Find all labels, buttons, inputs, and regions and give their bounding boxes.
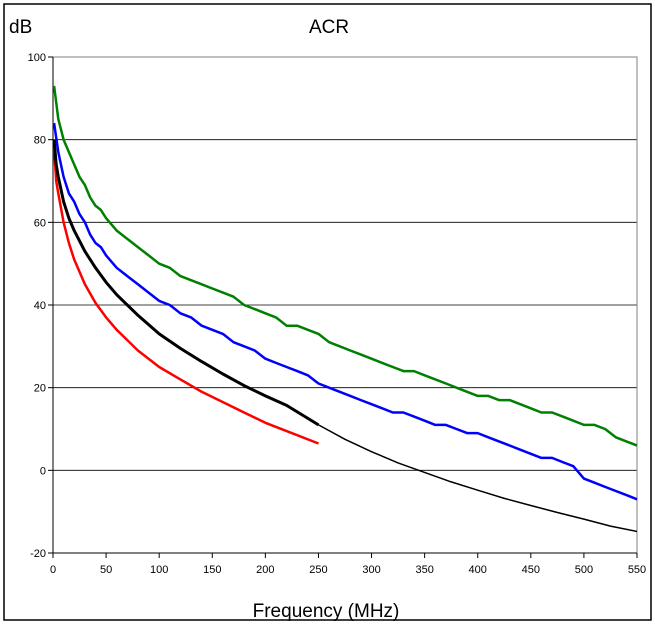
- x-tick-label: 500: [575, 564, 593, 576]
- y-tick-label: 60: [34, 217, 46, 229]
- y-axis-title: dB: [9, 17, 32, 38]
- x-tick-label: 250: [309, 564, 327, 576]
- y-tick-label: 40: [34, 300, 46, 312]
- y-tick-label: 100: [28, 52, 46, 64]
- x-tick-label: 0: [50, 564, 56, 576]
- x-tick-label: 50: [100, 564, 112, 576]
- chart-title: ACR: [309, 17, 349, 38]
- blue-series-line: [52, 122, 638, 501]
- y-tick-label: 80: [34, 135, 46, 147]
- x-tick-label: 450: [522, 564, 540, 576]
- x-tick-label: 200: [256, 564, 274, 576]
- x-axis-title: Frequency (MHz): [253, 601, 400, 622]
- red-series-line: [52, 147, 319, 445]
- y-tick-label: 20: [34, 383, 46, 395]
- x-tick-label: 100: [150, 564, 168, 576]
- x-tick-label: 150: [203, 564, 221, 576]
- y-tick-label: 0: [40, 465, 46, 477]
- green-series-line: [52, 85, 638, 447]
- x-tick-label: 550: [628, 564, 646, 576]
- x-tick-label: 350: [415, 564, 433, 576]
- y-tick-label: -20: [30, 548, 46, 560]
- x-tick-label: 300: [362, 564, 380, 576]
- plot-area: -20 0 20 40 60 80 100 0 50 100 150 200 250 300 350 400 4…: [28, 52, 647, 576]
- x-tick-label: 400: [469, 564, 487, 576]
- black-series-thick-segment: [52, 139, 320, 427]
